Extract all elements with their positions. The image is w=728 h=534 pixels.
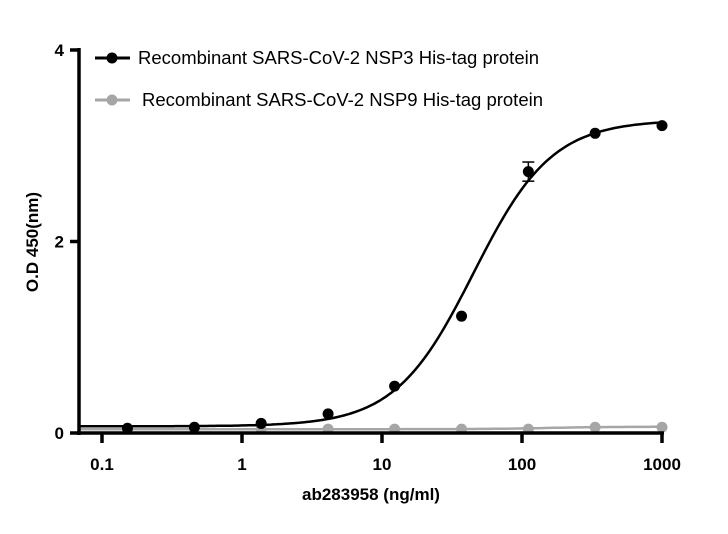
data-point-series-1 — [656, 120, 668, 132]
y-tick-label: 0 — [55, 424, 64, 443]
legend-label: Recombinant SARS-CoV-2 NSP9 His-tag prot… — [142, 89, 543, 110]
fit-curve-1 — [77, 121, 661, 428]
data-point-series-1 — [389, 380, 401, 392]
data-point-series-1 — [255, 417, 267, 429]
y-tick-label: 4 — [55, 41, 65, 60]
x-axis-label: ab283958 (ng/ml) — [302, 485, 440, 504]
data-point-series-1 — [322, 408, 334, 420]
legend-marker — [106, 52, 118, 64]
data-points — [121, 120, 668, 435]
x-tick-label: 100 — [508, 455, 536, 474]
data-point-series-2 — [656, 421, 668, 433]
legend: Recombinant SARS-CoV-2 NSP3 His-tag prot… — [95, 47, 543, 110]
data-point-series-1 — [522, 166, 534, 178]
y-tick-label: 2 — [55, 233, 64, 252]
fit-curves — [77, 121, 661, 431]
data-point-series-2 — [589, 421, 601, 433]
x-tick-label: 0.1 — [90, 455, 114, 474]
data-point-series-1 — [456, 310, 468, 322]
legend-label: Recombinant SARS-CoV-2 NSP3 His-tag prot… — [138, 47, 539, 68]
legend-marker — [106, 94, 118, 106]
x-tick-label: 1 — [237, 455, 246, 474]
x-tick-label: 1000 — [643, 455, 681, 474]
data-point-series-1 — [589, 127, 601, 139]
data-point-series-1 — [188, 421, 200, 433]
y-axis-label: O.D 450(nm) — [23, 192, 42, 292]
x-tick-label: 10 — [373, 455, 392, 474]
data-point-series-1 — [121, 422, 133, 434]
fit-curve-2 — [77, 425, 661, 431]
